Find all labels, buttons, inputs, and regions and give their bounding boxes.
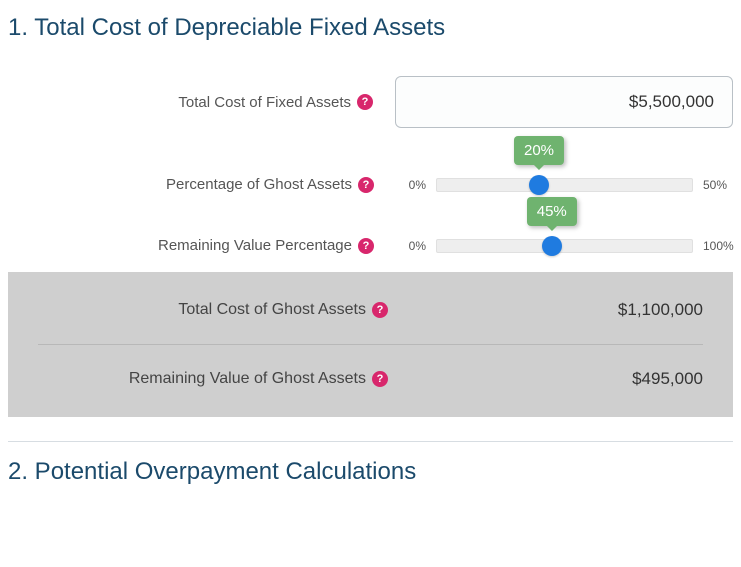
result-label: Remaining Value of Ghost Assets ? xyxy=(38,370,388,388)
result-row-ghost-cost: Total Cost of Ghost Assets ? $1,100,000 xyxy=(38,276,703,344)
ghost-pct-control-col: 0% 20% 50% xyxy=(378,178,733,192)
remaining-pct-slider[interactable]: 0% 45% 100% xyxy=(396,239,733,253)
ghost-cost-label: Total Cost of Ghost Assets xyxy=(178,301,366,319)
slider-tooltip: 45% xyxy=(527,197,577,226)
help-icon[interactable]: ? xyxy=(357,94,373,110)
ghost-pct-row: Percentage of Ghost Assets ? 0% 20% 50% xyxy=(8,136,733,197)
ghost-pct-label-col: Percentage of Ghost Assets ? xyxy=(8,176,378,193)
help-icon[interactable]: ? xyxy=(372,371,388,387)
remaining-pct-label-col: Remaining Value Percentage ? xyxy=(8,237,378,254)
results-box: Total Cost of Ghost Assets ? $1,100,000 … xyxy=(8,272,733,417)
help-icon[interactable]: ? xyxy=(358,238,374,254)
ghost-pct-label: Percentage of Ghost Assets xyxy=(166,176,352,193)
section-2-wrap: 2. Potential Overpayment Calculations xyxy=(8,441,733,486)
remaining-pct-row: Remaining Value Percentage ? 0% 45% 100% xyxy=(8,197,733,258)
slider-tooltip: 20% xyxy=(514,136,564,165)
total-cost-label-col: Total Cost of Fixed Assets ? xyxy=(8,94,377,111)
slider-max-label: 100% xyxy=(703,239,733,253)
slider-thumb[interactable] xyxy=(542,236,562,256)
remaining-value-value: $495,000 xyxy=(388,369,703,389)
remaining-value-label: Remaining Value of Ghost Assets xyxy=(129,370,366,388)
slider-max-label: 50% xyxy=(703,178,733,192)
ghost-pct-slider[interactable]: 0% 20% 50% xyxy=(396,178,733,192)
slider-thumb[interactable] xyxy=(529,175,549,195)
slider-min-label: 0% xyxy=(396,239,426,253)
total-cost-label: Total Cost of Fixed Assets xyxy=(178,94,351,111)
help-icon[interactable]: ? xyxy=(372,302,388,318)
total-cost-row: Total Cost of Fixed Assets ? xyxy=(8,56,733,136)
slider-track[interactable]: 20% xyxy=(436,178,693,192)
section-2-heading: 2. Potential Overpayment Calculations xyxy=(8,441,733,486)
result-label: Total Cost of Ghost Assets ? xyxy=(38,301,388,319)
remaining-pct-label: Remaining Value Percentage xyxy=(158,237,352,254)
remaining-pct-control-col: 0% 45% 100% xyxy=(378,239,733,253)
ghost-cost-value: $1,100,000 xyxy=(388,300,703,320)
section-1-heading: 1. Total Cost of Depreciable Fixed Asset… xyxy=(8,8,733,56)
total-cost-control-col xyxy=(377,76,733,128)
slider-min-label: 0% xyxy=(396,178,426,192)
total-cost-input[interactable] xyxy=(395,76,733,128)
result-row-remaining-value: Remaining Value of Ghost Assets ? $495,0… xyxy=(38,344,703,413)
slider-track[interactable]: 45% xyxy=(436,239,693,253)
help-icon[interactable]: ? xyxy=(358,177,374,193)
